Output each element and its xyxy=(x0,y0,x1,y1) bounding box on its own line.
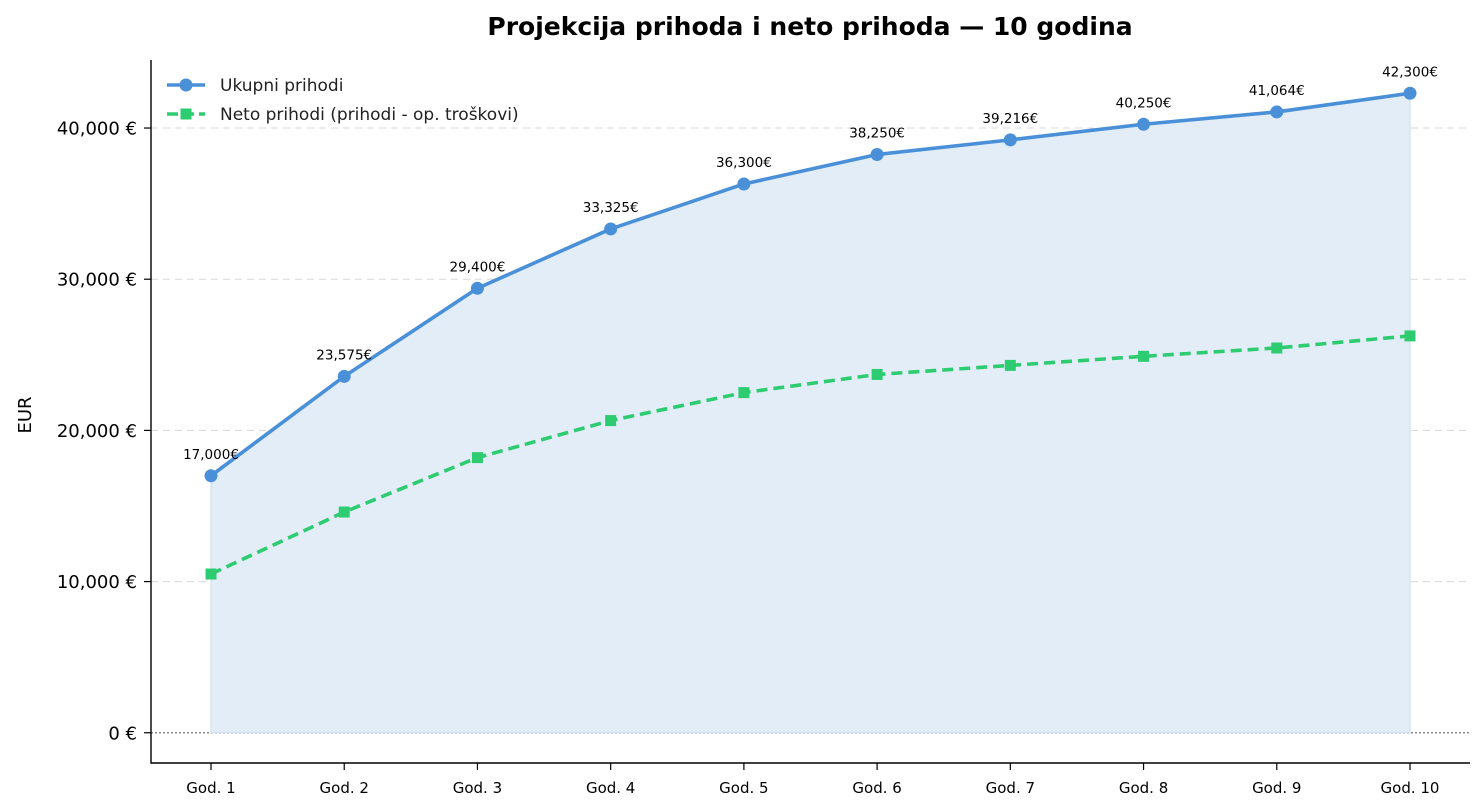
y-axis-label: EUR xyxy=(15,396,36,433)
data-label: 40,250€ xyxy=(1116,95,1172,111)
x-tick-label: God. 4 xyxy=(586,779,635,797)
legend-entry-label: Ukupni prihodi xyxy=(220,76,343,96)
data-label: 38,250€ xyxy=(849,125,905,141)
chart-title: Projekcija prihoda i neto prihoda — 10 g… xyxy=(487,12,1132,41)
data-label: 39,216€ xyxy=(982,111,1038,127)
area-layer xyxy=(210,92,1411,734)
data-label: 41,064€ xyxy=(1249,83,1305,99)
data-label: 36,300€ xyxy=(716,155,772,171)
data-point-marker xyxy=(204,469,218,483)
x-tick-label: God. 10 xyxy=(1381,779,1440,797)
legend: Ukupni prihodi Neto prihodi (prihodi - op… xyxy=(167,76,519,125)
data-point-marker xyxy=(870,147,884,161)
data-point-marker xyxy=(205,568,217,580)
x-tick-label: God. 1 xyxy=(186,779,235,797)
y-tick-label: 10,000 € xyxy=(57,572,137,593)
data-point-marker xyxy=(604,222,618,236)
y-tick-label: 40,000 € xyxy=(57,119,137,140)
x-tick-label: God. 7 xyxy=(986,779,1035,797)
data-point-marker xyxy=(1004,359,1016,371)
x-tick-label: God. 9 xyxy=(1252,779,1301,797)
x-tick-label: God. 3 xyxy=(453,779,502,797)
legend-swatch-marker xyxy=(180,108,192,120)
data-point-marker xyxy=(737,177,751,191)
y-tick-label: 20,000 € xyxy=(57,421,137,442)
data-point-marker xyxy=(1137,117,1151,131)
data-point-marker xyxy=(337,369,351,383)
data-point-marker xyxy=(1404,330,1416,342)
legend-swatch-marker xyxy=(179,78,193,92)
data-point-marker xyxy=(1271,342,1283,354)
data-point-marker xyxy=(871,368,883,380)
data-point-marker xyxy=(1270,105,1284,119)
x-tick-label: God. 5 xyxy=(719,779,768,797)
axis-spines xyxy=(150,60,1470,764)
data-point-marker xyxy=(471,452,483,464)
lines-layer xyxy=(209,91,1412,576)
y-tick-label: 0 € xyxy=(108,723,137,744)
x-tick-label: God. 8 xyxy=(1119,779,1168,797)
x-tick-label: God. 6 xyxy=(852,779,901,797)
series-line xyxy=(210,334,1411,576)
legend-entry-label: Neto prihodi (prihodi - op. troškovi) xyxy=(220,105,519,125)
data-point-marker xyxy=(1138,350,1150,362)
data-point-marker xyxy=(605,415,617,427)
data-label: 33,325€ xyxy=(583,200,639,216)
series-line xyxy=(209,91,1412,478)
data-label: 23,575€ xyxy=(316,347,372,363)
data-point-marker xyxy=(470,281,484,295)
data-labels-layer: 17,000€ 23,575€ 29,400€ 33,325€ 36,300€ 38,25… xyxy=(183,64,1438,462)
axes-layer: 0 € 10,000 € 20,000 € 30,000 € 40,000 € God. … xyxy=(57,60,1470,797)
series-area-fill xyxy=(210,92,1411,734)
data-point-marker xyxy=(738,387,750,399)
data-label: 42,300€ xyxy=(1382,64,1438,80)
data-point-marker xyxy=(1003,133,1017,147)
markers-layer xyxy=(204,86,1417,580)
x-tick-label: God. 2 xyxy=(320,779,369,797)
y-tick-label: 30,000 € xyxy=(57,270,137,291)
data-label: 17,000€ xyxy=(183,447,239,463)
data-label: 29,400€ xyxy=(450,259,506,275)
data-point-marker xyxy=(1403,86,1417,100)
data-point-marker xyxy=(338,506,350,518)
